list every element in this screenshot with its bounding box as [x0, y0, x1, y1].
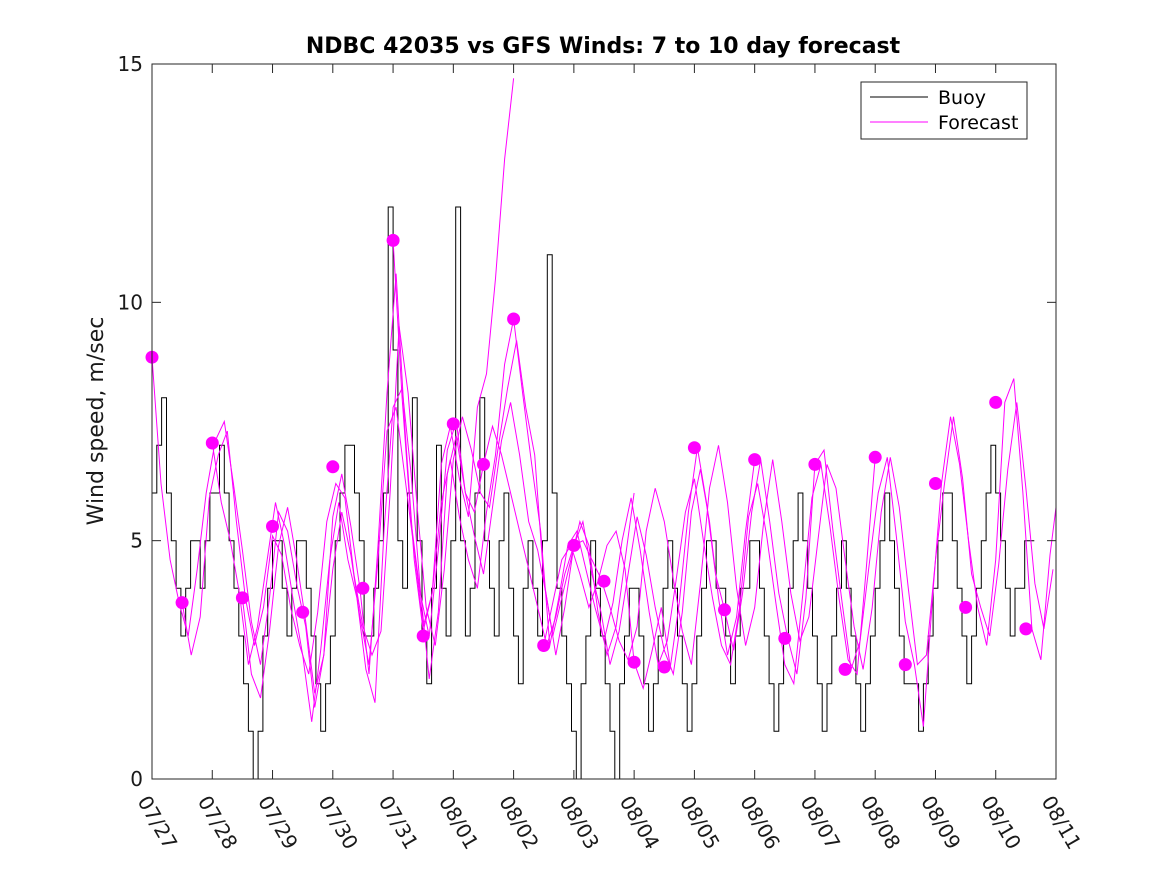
- legend-box: [860, 81, 1028, 140]
- forecast-point-29: [989, 395, 1003, 409]
- forecast-point-14: [537, 639, 551, 652]
- forecast-point-6: [296, 605, 310, 619]
- forecast-point-10: [416, 629, 430, 643]
- forecast-point-23: [808, 457, 822, 471]
- forecast-point-16: [597, 574, 611, 588]
- axes-background: [152, 64, 1056, 779]
- forecast-point-21: [748, 453, 762, 467]
- forecast-point-4: [235, 591, 249, 605]
- forecast-point-28: [959, 600, 973, 614]
- series-layer: [145, 78, 1057, 780]
- forecast-point-15: [567, 538, 581, 552]
- forecast-point-17: [627, 655, 641, 669]
- forecast-point-9: [386, 233, 400, 247]
- forecast-series-line-5: [392, 240, 1054, 670]
- y-tick-label: 5: [130, 529, 143, 553]
- axes-box: [151, 63, 1057, 780]
- legend-forecast-label: Forecast: [938, 112, 1018, 134]
- forecast-point-2: [175, 596, 189, 610]
- y-tick-label: 0: [130, 767, 143, 791]
- forecast-point-5: [266, 519, 279, 533]
- chart-title: NDBC 42035 vs GFS Winds: 7 to 10 day for…: [306, 34, 901, 59]
- forecast-point-8: [356, 581, 370, 595]
- forecast-point-3: [205, 436, 219, 450]
- forecast-series-line-1: [151, 78, 515, 708]
- forecast-point-13: [507, 312, 521, 326]
- buoy-series-line: [152, 206, 1035, 780]
- forecast-point-26: [898, 658, 912, 672]
- y-tick-label: 15: [118, 52, 143, 76]
- forecast-point-18: [657, 660, 671, 674]
- forecast-point-27: [929, 477, 942, 490]
- forecast-series-line-4: [241, 318, 876, 699]
- legend: Buoy Forecast: [860, 81, 1028, 140]
- forecast-point-24: [838, 662, 852, 676]
- forecast-series-line-6: [543, 378, 1057, 727]
- forecast-point-30: [1019, 622, 1033, 636]
- forecast-series-line-3: [211, 386, 756, 722]
- forecast-series-line-2: [181, 326, 635, 675]
- forecast-point-19: [687, 441, 701, 455]
- y-tick-label: 10: [118, 290, 143, 314]
- legend-buoy-label: Buoy: [938, 87, 986, 109]
- y-axis-label: Wind speed, m/sec: [84, 317, 109, 526]
- forecast-point-22: [778, 631, 792, 645]
- forecast-point-7: [326, 460, 340, 474]
- forecast-point-11: [446, 417, 460, 431]
- forecast-point-20: [718, 603, 731, 617]
- forecast-point-25: [868, 450, 882, 464]
- forecast-point-12: [477, 457, 490, 471]
